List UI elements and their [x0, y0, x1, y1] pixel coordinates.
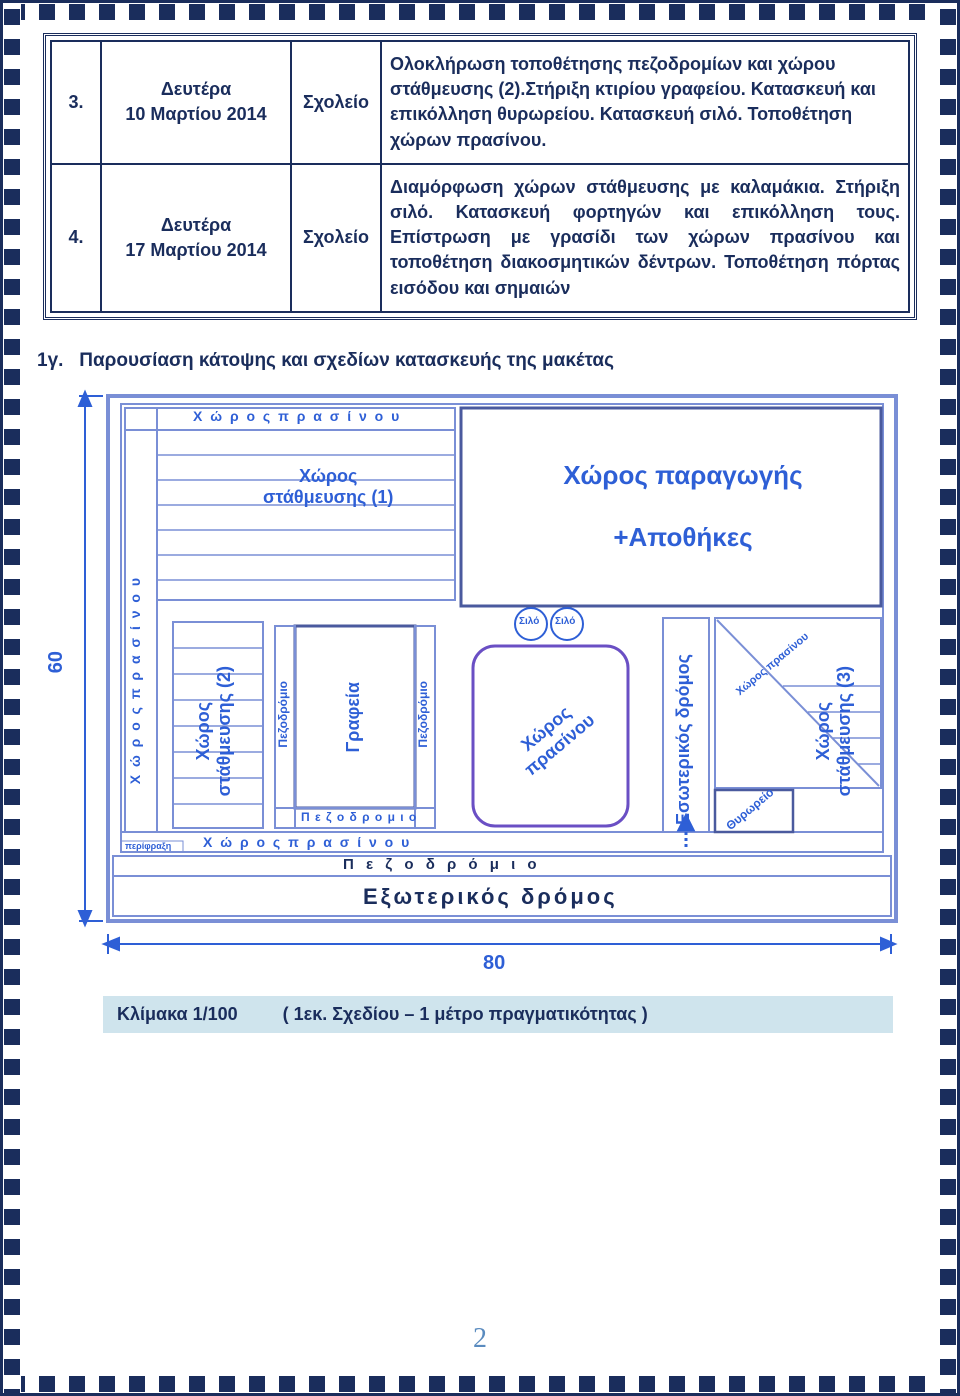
section-title: Παρουσίαση κάτοψης και σχεδίων κατασκευή…	[79, 350, 614, 371]
pezo-right-label: Πεζοδρόμιο	[416, 681, 430, 748]
silo2-label: Σιλό	[555, 616, 575, 627]
scale-bar: Κλίμακα 1/100 ( 1εκ. Σχεδίου – 1 μέτρο π…	[103, 996, 893, 1033]
pezo-left-label: Πεζοδρόμιο	[276, 681, 290, 748]
content-area: 3. Δευτέρα 10 Μαρτίου 2014 Σχολείο Ολοκλ…	[33, 33, 927, 1363]
cell-place: Σχολείο	[291, 164, 381, 312]
cell-desc: Ολοκλήρωση τοποθέτησης πεζοδρομίων και χ…	[381, 41, 909, 164]
section-prefix: 1γ.	[37, 350, 63, 371]
parking1-label: Χώρος στάθμευσης (1)	[263, 466, 393, 508]
dim-height: 60	[45, 651, 68, 679]
pezo-below-grafia-label: Π ε ζ ο δ ρ ο μ ι ο	[301, 810, 417, 824]
border-left	[3, 3, 21, 1393]
document-page: 3. Δευτέρα 10 Μαρτίου 2014 Σχολείο Ολοκλ…	[0, 0, 960, 1396]
pezodromio-main-label: Π ε ζ ο δ ρ ό μ ι ο	[343, 856, 541, 873]
grafia-label: Γραφεία	[343, 682, 364, 753]
silo1-label: Σιλό	[519, 616, 539, 627]
section-heading: 1γ. Παρουσίαση κάτοψης και σχεδίων κατασ…	[37, 350, 927, 372]
production-label: Χώρος παραγωγής +Αποθήκες	[523, 460, 843, 553]
external-road-label: Εξωτερικός δρόμος	[363, 884, 618, 910]
border-top	[3, 3, 957, 21]
green-top-label: Χ ώ ρ ο ς π ρ α σ ί ν ο υ	[193, 408, 401, 424]
day-label: Δευτέρα	[161, 79, 231, 99]
internal-road-label: Εσωτερικός δρόμος	[673, 654, 694, 825]
cell-date: Δευτέρα 17 Μαρτίου 2014	[101, 164, 291, 312]
dim-width: 80	[483, 952, 505, 975]
cell-desc: Διαμόρφωση χώρων στάθμευσης με καλαμάκια…	[381, 164, 909, 312]
parking2-label: Χώρος στάθμευσης (2)	[193, 666, 235, 796]
scale-left: Κλίμακα 1/100	[117, 1004, 238, 1024]
page-number: 2	[3, 1323, 957, 1355]
parking3-label: Χώρος στάθμευσης (3)	[813, 666, 855, 796]
border-bottom	[3, 1375, 957, 1393]
green-bottom-label: Χ ώ ρ ο ς π ρ α σ ί ν ο υ	[203, 834, 411, 850]
perifraxi-label: περίφραξη	[125, 841, 171, 851]
floor-plan: 60 80 Χ ώ ρ ο ς π ρ α σ ί ν ο υ Χ ώ ρ ο …	[43, 386, 913, 996]
schedule-table-wrap: 3. Δευτέρα 10 Μαρτίου 2014 Σχολείο Ολοκλ…	[43, 33, 917, 320]
green-left-label: Χ ώ ρ ο ς π ρ α σ ί ν ο υ	[127, 576, 143, 784]
date-label: 17 Μαρτίου 2014	[125, 240, 266, 260]
scale-right: ( 1εκ. Σχεδίου – 1 μέτρο πραγματικότητας…	[283, 1004, 648, 1024]
schedule-table: 3. Δευτέρα 10 Μαρτίου 2014 Σχολείο Ολοκλ…	[50, 40, 910, 313]
table-row: 3. Δευτέρα 10 Μαρτίου 2014 Σχολείο Ολοκλ…	[51, 41, 909, 164]
cell-num: 4.	[51, 164, 101, 312]
day-label: Δευτέρα	[161, 215, 231, 235]
date-label: 10 Μαρτίου 2014	[125, 104, 266, 124]
cell-date: Δευτέρα 10 Μαρτίου 2014	[101, 41, 291, 164]
cell-place: Σχολείο	[291, 41, 381, 164]
cell-num: 3.	[51, 41, 101, 164]
table-row: 4. Δευτέρα 17 Μαρτίου 2014 Σχολείο Διαμό…	[51, 164, 909, 312]
border-right	[939, 3, 957, 1393]
